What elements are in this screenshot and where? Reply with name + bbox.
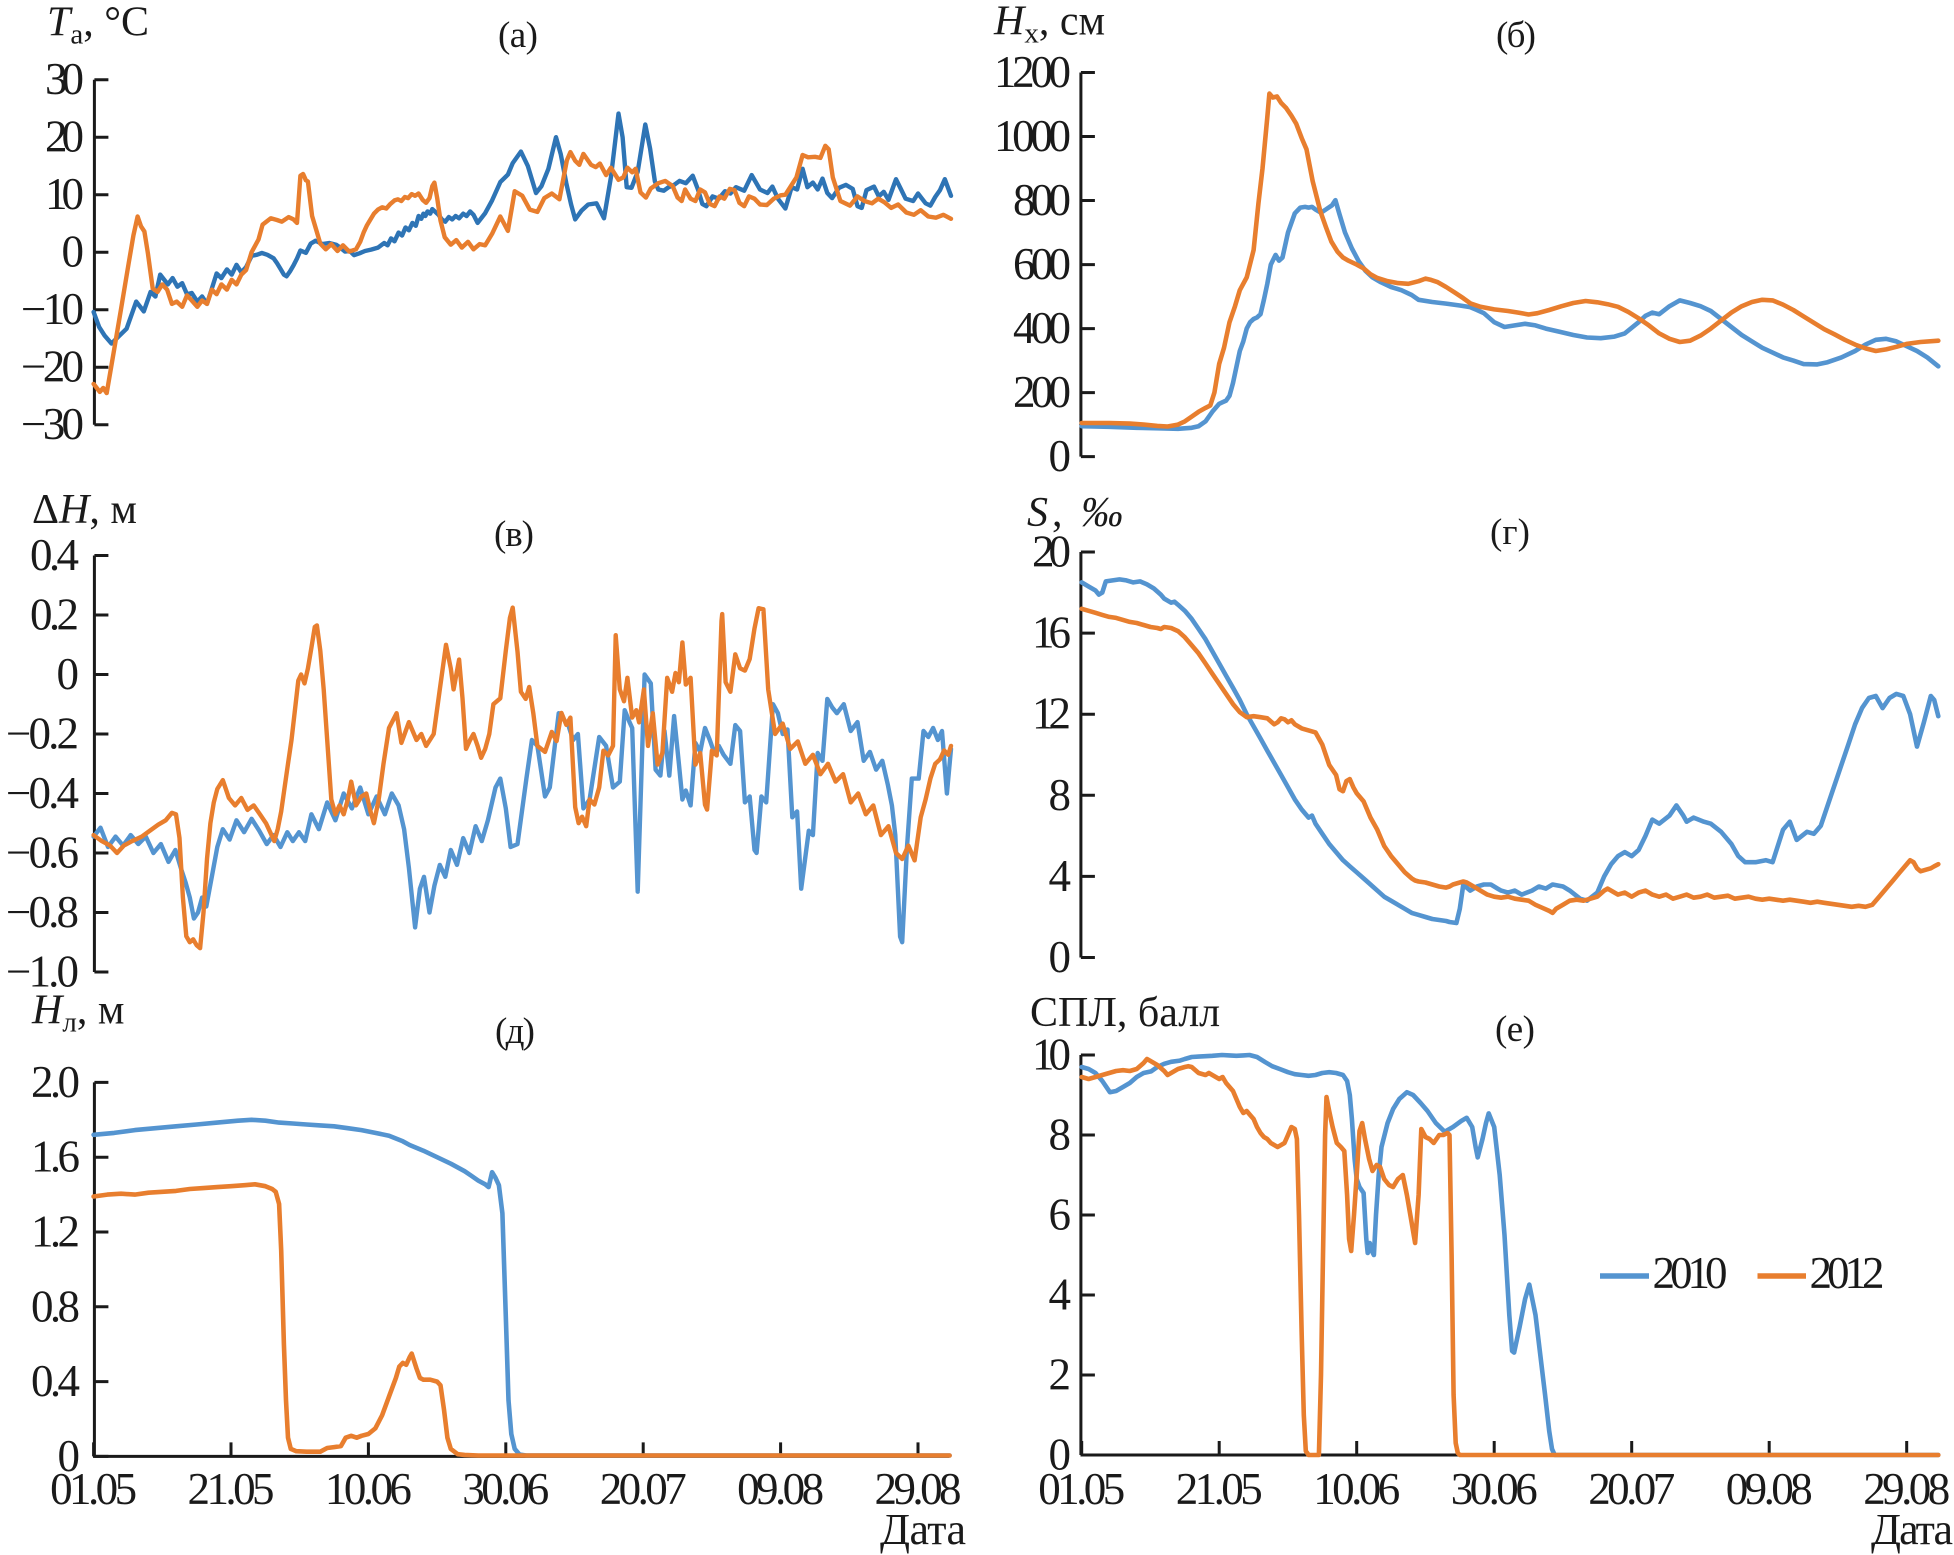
svg-text:1000: 1000 (994, 111, 1071, 161)
svg-text:4: 4 (1049, 851, 1072, 901)
svg-text:29.08: 29.08 (875, 1464, 962, 1514)
svg-text:01.05: 01.05 (1038, 1464, 1125, 1514)
svg-text:−30: −30 (21, 399, 84, 449)
svg-text:0.4: 0.4 (30, 530, 79, 580)
svg-text:400: 400 (1013, 303, 1071, 353)
svg-text:Hх, см: Hх, см (993, 0, 1105, 50)
svg-text:0: 0 (57, 649, 80, 699)
svg-text:(а): (а) (498, 15, 538, 56)
svg-text:20.07: 20.07 (600, 1464, 687, 1514)
svg-text:10.06: 10.06 (325, 1464, 412, 1514)
svg-text:12: 12 (1032, 689, 1071, 739)
svg-text:Tа, °C: Tа, °C (47, 0, 149, 51)
svg-text:‰: ‰ (1081, 490, 1123, 536)
svg-text:09.08: 09.08 (737, 1464, 824, 1514)
svg-text:S: S (1027, 490, 1048, 536)
svg-text:8: 8 (1049, 770, 1072, 820)
svg-text:1200: 1200 (994, 47, 1071, 97)
svg-text:21.05: 21.05 (1176, 1464, 1263, 1514)
svg-text:6: 6 (1049, 1190, 1072, 1240)
svg-text:30.06: 30.06 (1451, 1464, 1538, 1514)
svg-text:2010: 2010 (1653, 1248, 1728, 1298)
svg-text:21.05: 21.05 (188, 1464, 275, 1514)
svg-text:29.08: 29.08 (1863, 1464, 1950, 1514)
svg-text:(г): (г) (1490, 512, 1530, 553)
svg-text:,: , (1052, 490, 1063, 536)
svg-text:(е): (е) (1495, 1009, 1535, 1050)
svg-text:10: 10 (1032, 1030, 1071, 1080)
svg-text:800: 800 (1013, 175, 1071, 225)
svg-text:−20: −20 (21, 342, 84, 392)
svg-text:1.6: 1.6 (31, 1132, 80, 1182)
svg-text:−0.8: −0.8 (6, 887, 79, 937)
svg-text:Дата: Дата (1871, 1505, 1953, 1554)
svg-text:0: 0 (1049, 431, 1072, 481)
svg-text:2.0: 2.0 (31, 1057, 80, 1107)
svg-text:30.06: 30.06 (462, 1464, 549, 1514)
svg-text:−0.4: −0.4 (6, 768, 79, 818)
svg-text:ΔH, м: ΔH, м (32, 487, 137, 533)
svg-text:0.8: 0.8 (31, 1281, 80, 1331)
svg-text:(в): (в) (494, 514, 534, 555)
svg-text:0: 0 (58, 1431, 81, 1481)
svg-text:0: 0 (62, 227, 85, 277)
svg-text:01.05: 01.05 (50, 1464, 137, 1514)
svg-text:(д): (д) (495, 1011, 535, 1052)
svg-text:30: 30 (45, 54, 84, 104)
svg-text:20: 20 (1032, 527, 1071, 577)
svg-text:10.06: 10.06 (1313, 1464, 1400, 1514)
svg-text:0: 0 (1049, 932, 1072, 982)
svg-text:−10: −10 (21, 284, 84, 334)
svg-text:10: 10 (45, 169, 84, 219)
svg-text:−1.0: −1.0 (6, 947, 79, 997)
svg-text:−0.2: −0.2 (6, 709, 79, 759)
svg-text:4: 4 (1049, 1270, 1072, 1320)
svg-text:0: 0 (1049, 1430, 1072, 1480)
svg-text:1.2: 1.2 (31, 1207, 80, 1257)
svg-text:(б): (б) (1496, 15, 1536, 56)
svg-text:Hл, м: Hл, м (31, 988, 124, 1039)
svg-text:09.08: 09.08 (1726, 1464, 1813, 1514)
svg-text:2012: 2012 (1810, 1248, 1885, 1298)
svg-text:0.2: 0.2 (30, 590, 79, 640)
svg-text:−0.6: −0.6 (6, 828, 79, 878)
svg-text:Дата: Дата (880, 1505, 966, 1554)
svg-text:200: 200 (1013, 367, 1071, 417)
svg-text:8: 8 (1049, 1110, 1072, 1160)
svg-text:20.07: 20.07 (1588, 1464, 1675, 1514)
svg-text:2: 2 (1049, 1350, 1072, 1400)
svg-text:20: 20 (45, 112, 84, 162)
svg-text:0.4: 0.4 (31, 1356, 80, 1406)
svg-text:СПЛ, балл: СПЛ, балл (1030, 990, 1220, 1036)
svg-text:600: 600 (1013, 239, 1071, 289)
svg-text:16: 16 (1032, 608, 1071, 658)
